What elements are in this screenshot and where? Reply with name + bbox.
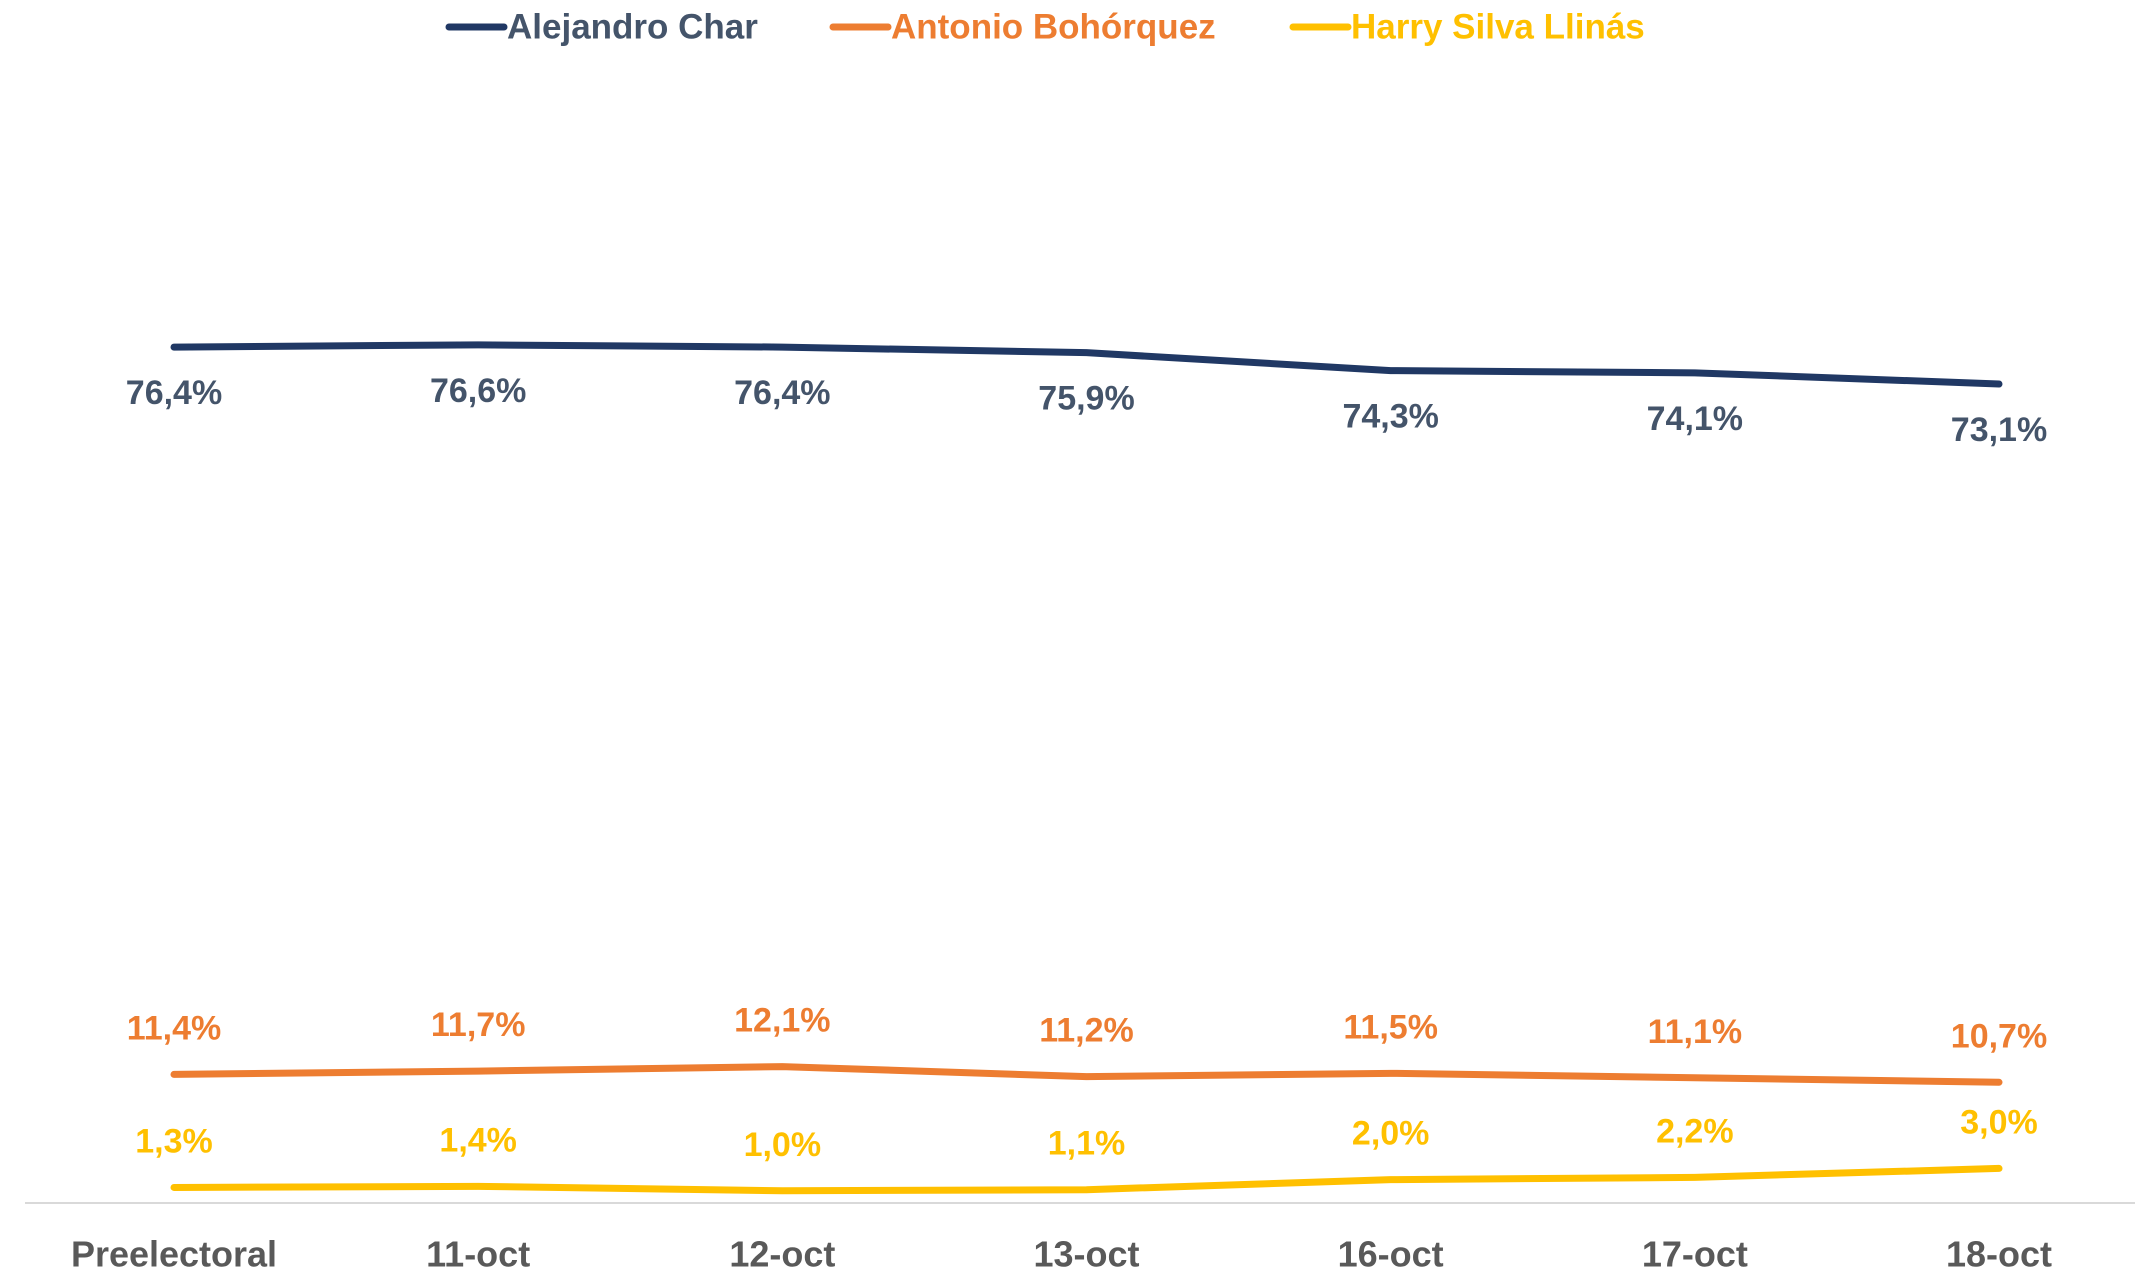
data-label: 3,0% bbox=[1960, 1103, 2038, 1141]
series-line bbox=[170, 1164, 2003, 1195]
data-label: 1,1% bbox=[1048, 1125, 1126, 1163]
x-tick-label: 16-oct bbox=[1338, 1234, 1444, 1275]
x-tick-label: Preelectoral bbox=[71, 1234, 277, 1275]
data-label: 74,3% bbox=[1342, 398, 1438, 436]
x-tick-label: 17-oct bbox=[1642, 1234, 1748, 1275]
series-line bbox=[170, 341, 2003, 388]
data-label: 12,1% bbox=[734, 1002, 830, 1040]
data-label: 1,4% bbox=[439, 1121, 517, 1159]
x-tick-label: 18-oct bbox=[1946, 1234, 2052, 1275]
data-label: 76,6% bbox=[430, 372, 526, 410]
legend-label: Alejandro Char bbox=[507, 7, 758, 46]
legend-label: Antonio Bohórquez bbox=[891, 7, 1216, 46]
x-tick-label: 13-oct bbox=[1033, 1234, 1139, 1275]
data-label: 2,2% bbox=[1656, 1112, 1734, 1150]
series-line bbox=[170, 1063, 2003, 1086]
data-label: 76,4% bbox=[126, 374, 222, 412]
data-label: 76,4% bbox=[734, 374, 830, 412]
data-label: 11,7% bbox=[431, 1006, 526, 1044]
data-label: 10,7% bbox=[1951, 1017, 2047, 1055]
data-label: 1,0% bbox=[744, 1126, 822, 1164]
legend-label: Harry Silva Llinás bbox=[1351, 7, 1645, 46]
data-label: 2,0% bbox=[1352, 1115, 1430, 1153]
data-label: 1,3% bbox=[135, 1122, 213, 1160]
data-label: 75,9% bbox=[1038, 380, 1134, 418]
x-tick-label: 11-oct bbox=[426, 1234, 530, 1275]
data-label: 11,2% bbox=[1039, 1012, 1134, 1050]
data-label: 11,4% bbox=[127, 1009, 222, 1047]
data-label: 74,1% bbox=[1647, 400, 1743, 438]
data-label: 11,1% bbox=[1648, 1013, 1743, 1051]
data-label: 73,1% bbox=[1951, 411, 2047, 449]
x-tick-label: 12-oct bbox=[729, 1234, 835, 1275]
data-label: 11,5% bbox=[1343, 1008, 1438, 1046]
